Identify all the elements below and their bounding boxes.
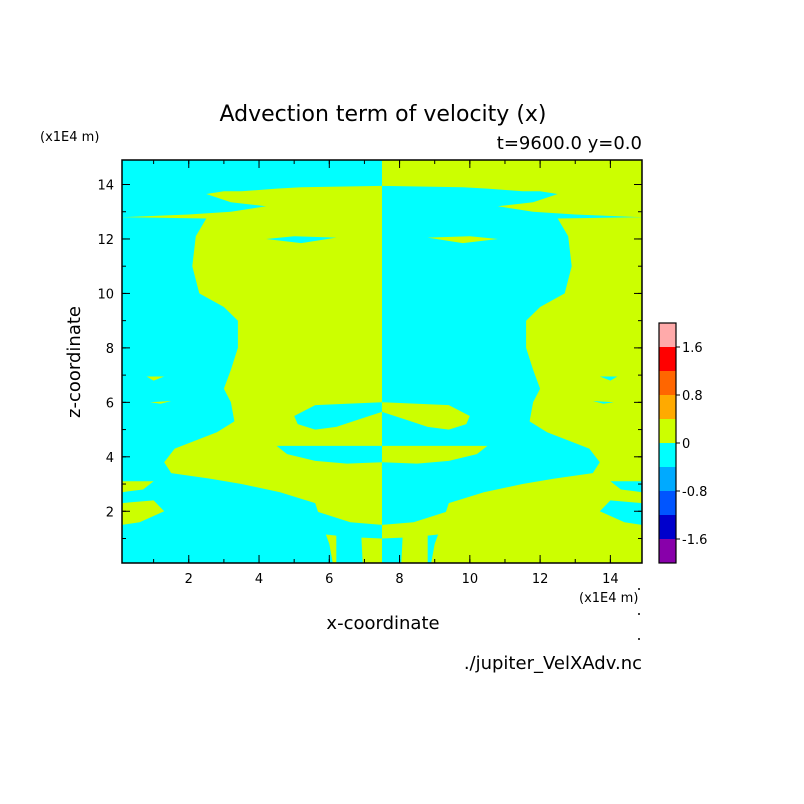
y-tick-label: 4	[106, 451, 114, 466]
negative-island-right-1	[599, 376, 618, 381]
y-tick-label: 8	[106, 342, 114, 357]
colorbar-swatch	[659, 539, 676, 563]
negative-island-right-0	[554, 228, 565, 245]
unit-dots	[638, 588, 640, 640]
colorbar-swatch	[659, 323, 676, 347]
positive-region-right-0	[382, 160, 642, 218]
colorbar-tick-label: 0	[682, 437, 690, 452]
colorbar: 1.6 0.8 0 -0.8 -1.6	[658, 322, 707, 564]
positive-region-right-1	[431, 217, 642, 563]
colorbar-swatch	[659, 347, 676, 371]
x-tick-label: 8	[395, 572, 403, 587]
x-tick-label: 6	[325, 572, 333, 587]
colorbar-tick-label: -1.6	[682, 533, 707, 548]
plot-area: 2 4 6 8 10 12 14 2 4 6 8 10 12 14	[97, 159, 643, 587]
source-label: ./jupiter_VelXAdv.nc	[464, 653, 642, 674]
positive-island-left-0	[199, 228, 210, 245]
colorbar-tick-label: 0.8	[682, 389, 703, 404]
y-tick-label: 2	[106, 505, 114, 520]
positive-island-left-2	[122, 481, 154, 493]
colorbar-tick-label: 1.6	[682, 341, 703, 356]
colorbar-swatch	[659, 419, 676, 443]
colorbar-swatch	[659, 515, 676, 539]
positive-island-left-3	[122, 500, 165, 525]
x-unit-label: (x1E4 m)	[579, 591, 638, 606]
colorbar-swatch	[659, 467, 676, 491]
colorbar-swatch	[659, 491, 676, 515]
x-tick-label: 2	[185, 572, 193, 587]
negative-region-left-3	[294, 402, 382, 430]
y-unit-label: (x1E4 m)	[40, 130, 99, 145]
negative-region-left-1	[122, 217, 333, 563]
chart-subtitle: t=9600.0 y=0.0	[497, 133, 642, 154]
chart-title: Advection term of velocity (x)	[219, 102, 546, 127]
colorbar-swatch	[659, 395, 676, 419]
negative-island-right-4	[592, 401, 614, 404]
y-tick-label: 6	[106, 396, 114, 411]
negative-region-left-5	[266, 236, 337, 244]
y-axis-label: z-coordinate	[64, 306, 85, 418]
positive-island-left-1	[146, 376, 165, 381]
positive-region-right-2	[382, 445, 488, 464]
plot-frame	[121, 159, 643, 564]
positive-region-right-3	[382, 402, 470, 430]
y-tick-label: 10	[97, 287, 114, 302]
positive-region-right-6	[401, 519, 428, 563]
x-tick-label: 14	[602, 572, 619, 587]
y-tick-label: 14	[97, 179, 114, 194]
y-axis: 2 4 6 8 10 12 14	[97, 179, 642, 539]
positive-island-left-4	[150, 401, 172, 404]
x-tick-label: 12	[532, 572, 549, 587]
y-tick-label: 12	[97, 233, 114, 248]
x-axis: 2 4 6 8 10 12 14	[153, 160, 619, 587]
negative-region-left-6	[336, 519, 363, 563]
positive-region-right-5	[427, 236, 498, 244]
x-tick-label: 4	[255, 572, 263, 587]
negative-island-right-3	[599, 500, 642, 525]
x-axis-label: x-coordinate	[326, 613, 439, 634]
colorbar-swatch	[659, 371, 676, 395]
colorbar-tick-label: -0.8	[682, 485, 707, 500]
colorbar-swatch	[659, 443, 676, 467]
x-tick-label: 10	[462, 572, 479, 587]
negative-island-right-2	[610, 481, 642, 493]
negative-region-left-2	[276, 445, 382, 464]
negative-region-left-0	[122, 160, 382, 218]
